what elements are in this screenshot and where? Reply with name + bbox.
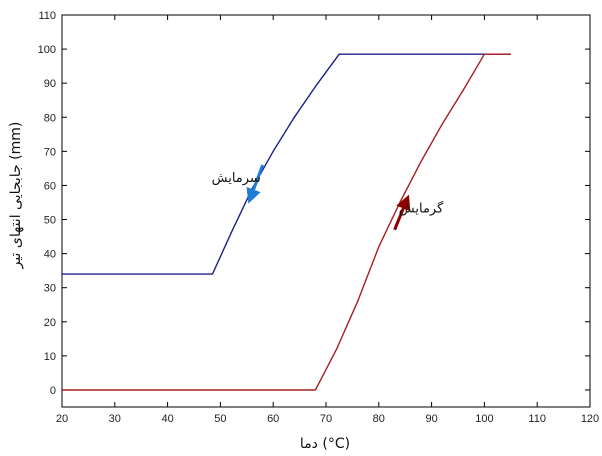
y-tick-label: 40 bbox=[44, 249, 56, 261]
y-tick-label: 110 bbox=[38, 10, 56, 22]
x-tick-label: 100 bbox=[475, 413, 493, 425]
y-tick-label: 70 bbox=[44, 146, 56, 158]
x-tick-label: 40 bbox=[161, 413, 173, 425]
cooling-series-line bbox=[62, 53, 511, 275]
annotation-label: گرمایش bbox=[399, 201, 444, 217]
x-tick-label: 30 bbox=[109, 413, 121, 425]
y-tick-label: 50 bbox=[44, 215, 56, 227]
x-tick-label: 90 bbox=[425, 413, 437, 425]
x-tick-label: 70 bbox=[320, 413, 332, 425]
x-axis-title: دما (°C) bbox=[300, 436, 350, 452]
annotations: سرمایش گرمایش bbox=[212, 164, 444, 231]
heating-series-line bbox=[62, 53, 511, 391]
x-tick-label: 60 bbox=[267, 413, 279, 425]
plot-frame bbox=[61, 14, 591, 408]
x-tick-label: 20 bbox=[56, 413, 68, 425]
y-axis-title: جابجایی انتهای تیر (mm) bbox=[8, 122, 24, 270]
annotation-arrow bbox=[393, 194, 411, 231]
y-tick-label: 0 bbox=[50, 385, 56, 397]
y-tick-label: 90 bbox=[44, 78, 56, 90]
annotation-label: سرمایش bbox=[212, 171, 261, 186]
annotation-arrow bbox=[246, 164, 265, 204]
y-tick-label: 10 bbox=[44, 351, 56, 363]
y-tick-label: 100 bbox=[38, 44, 56, 56]
x-tick-label: 80 bbox=[373, 413, 385, 425]
x-tick-label: 50 bbox=[214, 413, 226, 425]
y-tick-label: 60 bbox=[44, 180, 56, 192]
y-tick-label: 20 bbox=[44, 317, 56, 329]
series-group bbox=[62, 53, 511, 391]
plot-border bbox=[61, 14, 591, 408]
ticks: 20 30 40 50 60 70 80 90 100 110 120 0 10 20 30 40 50 60 70… bbox=[38, 10, 600, 425]
y-tick-label: 80 bbox=[44, 112, 56, 124]
y-tick-label: 30 bbox=[44, 283, 56, 295]
x-tick-label: 120 bbox=[581, 413, 599, 425]
x-tick-label: 110 bbox=[528, 413, 546, 425]
